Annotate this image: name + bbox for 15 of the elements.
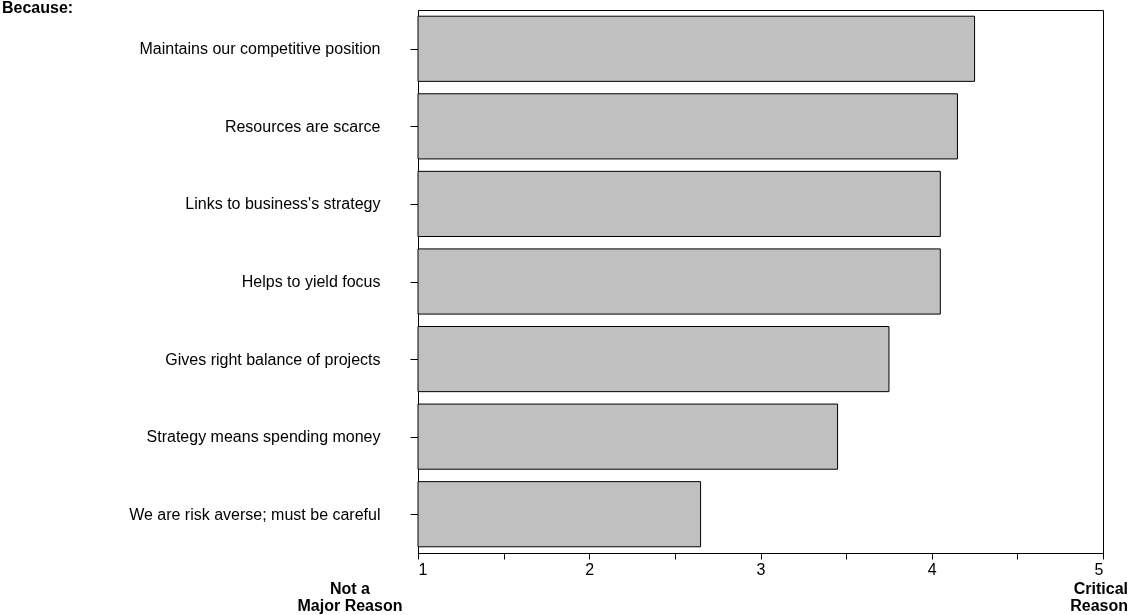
x-tick-label: 4: [927, 560, 937, 578]
text: Critical Reason: [1069, 580, 1128, 614]
x-tick-label: 5: [1094, 560, 1104, 578]
x-tick-label: 3: [756, 560, 766, 578]
y-tick-label: Gives right balance of projects: [165, 350, 381, 368]
x-tick-label: 1: [418, 560, 428, 578]
y-tick-label: Resources are scarce: [224, 117, 381, 135]
text: Because:: [2, 0, 74, 16]
y-tick-label: Maintains our competitive position: [139, 40, 381, 58]
x-tick-label: 2: [585, 560, 595, 578]
text: Not a Major Reason: [296, 580, 404, 614]
y-tick-label: Strategy means spending money: [146, 428, 381, 446]
y-tick-label: We are risk averse; must be careful: [129, 505, 381, 523]
y-tick-label: Helps to yield focus: [241, 273, 381, 290]
y-tick-label: Links to business's strategy: [185, 195, 381, 213]
